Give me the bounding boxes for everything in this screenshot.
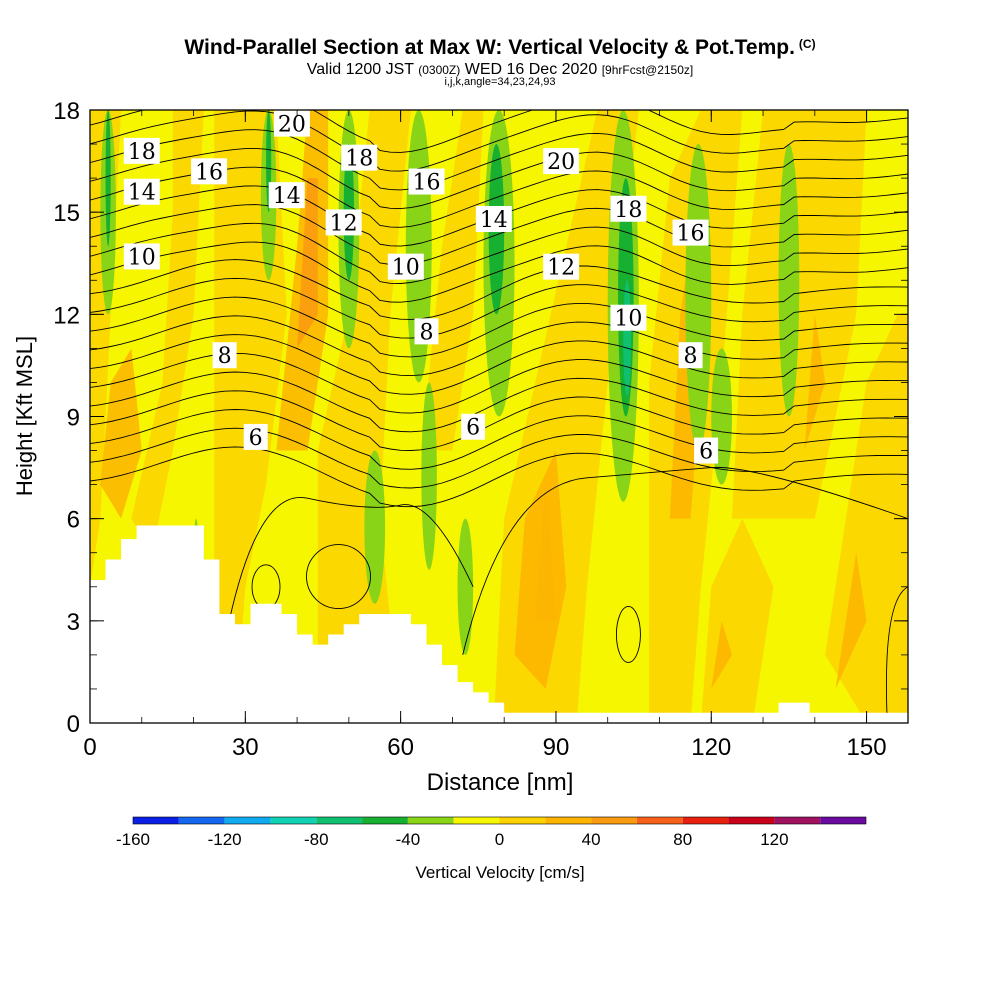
contour-label: 16 [191,158,228,185]
colorbar-tick-label: 40 [582,830,601,849]
y-tick-label: 9 [67,405,80,432]
x-tick-label: 120 [691,734,731,761]
contour-label: 18 [123,137,160,165]
colorbar-bin [774,817,821,824]
colorbar-bin [224,817,271,824]
contour-label: 8 [678,342,703,369]
svg-text:18: 18 [128,140,156,165]
contour-label: 20 [273,110,310,138]
colorbar-bin [499,817,546,824]
contour-label: 10 [123,243,160,270]
svg-text:10: 10 [128,245,156,270]
contour-label: 16 [672,219,709,247]
colorbar-tick-label: -120 [208,830,242,849]
svg-text:16: 16 [195,160,223,185]
svg-text:6: 6 [466,416,480,441]
colorbar-bin [636,817,683,824]
colorbar-bin [270,817,317,824]
contour-label: 8 [212,342,237,369]
colorbar-tick-label: 0 [495,830,504,849]
svg-text:16: 16 [677,222,705,247]
svg-text:8: 8 [684,344,698,369]
y-tick-label: 12 [53,302,80,329]
y-tick-label: 15 [53,200,80,227]
y-tick-label: 3 [67,609,80,636]
copyright-mark: (C) [798,37,816,51]
contour-label: 10 [610,304,647,332]
colorbar-bin [682,817,729,824]
colorbar-tick-label: 120 [760,830,788,849]
y-tick-label: 6 [67,507,80,534]
svg-text:14: 14 [480,208,508,233]
y-tick-label: 18 [53,98,80,125]
contour-label: 14 [475,205,512,233]
colorbar: -160 -120 -80 -40 0 40 80 120 [116,816,867,849]
contour-label: 14 [123,178,160,206]
terrain-mask [90,525,908,723]
colorbar-bin [362,817,408,824]
y-axis-label: Height [Kft MSL] [12,336,37,496]
colorbar-bin [407,817,454,824]
svg-text:18: 18 [614,198,642,223]
svg-text:18: 18 [345,147,373,172]
colorbar-bin [820,817,866,824]
contour-label: 10 [387,253,424,281]
contour-label: 20 [543,148,580,175]
colorbar-bin [453,817,500,824]
svg-text:8: 8 [420,320,434,345]
chart-indices: i,j,k,angle=34,23,24,93 [444,76,556,88]
svg-text:20: 20 [547,150,575,175]
colorbar-tick-label: -40 [396,830,421,849]
colorbar-label: Vertical Velocity [cm/s] [415,863,585,882]
svg-text:6: 6 [699,440,713,465]
contour-label: 16 [408,168,445,196]
svg-text:16: 16 [413,171,441,196]
colorbar-bin [178,817,225,824]
contour-label: 8 [414,318,439,345]
svg-text:14: 14 [273,184,301,209]
contour-label: 6 [461,413,486,441]
svg-text:20: 20 [278,113,306,138]
colorbar-bin [728,817,775,824]
svg-text:10: 10 [392,256,420,281]
colorbar-bin [545,817,592,824]
contour-label: 12 [325,209,362,236]
colorbar-tick-label: -80 [304,830,329,849]
colorbar-bin [133,817,179,824]
svg-text:14: 14 [128,181,156,206]
svg-text:12: 12 [547,256,575,281]
colorbar-bin [316,817,363,824]
x-tick-label: 30 [232,734,259,761]
colorbar-bin [591,817,637,824]
x-tick-label: 150 [847,734,887,761]
contour-label: 14 [268,182,305,209]
velocity-field [90,110,908,723]
contour-label: 18 [610,195,647,223]
x-tick-label: 0 [83,734,96,761]
x-tick-label: 90 [543,734,570,761]
svg-text:6: 6 [249,426,263,451]
svg-text:8: 8 [218,344,232,369]
x-tick-label: 60 [387,734,414,761]
x-axis-label: Distance [nm] [427,769,574,796]
chart-subtitle: Valid 1200 JST (0300Z) WED 16 Dec 2020 [… [306,61,694,78]
contour-label: 18 [341,144,378,172]
contour-label: 12 [543,253,580,281]
y-tick-label: 0 [67,711,80,738]
contour-label: 6 [694,437,719,465]
svg-text:10: 10 [614,307,642,332]
chart-title: Wind-Parallel Section at Max W: Vertical… [184,36,816,59]
svg-text:12: 12 [330,211,358,236]
colorbar-tick-label: -160 [116,830,150,849]
colorbar-tick-label: 80 [673,830,692,849]
contour-label: 6 [243,423,268,451]
